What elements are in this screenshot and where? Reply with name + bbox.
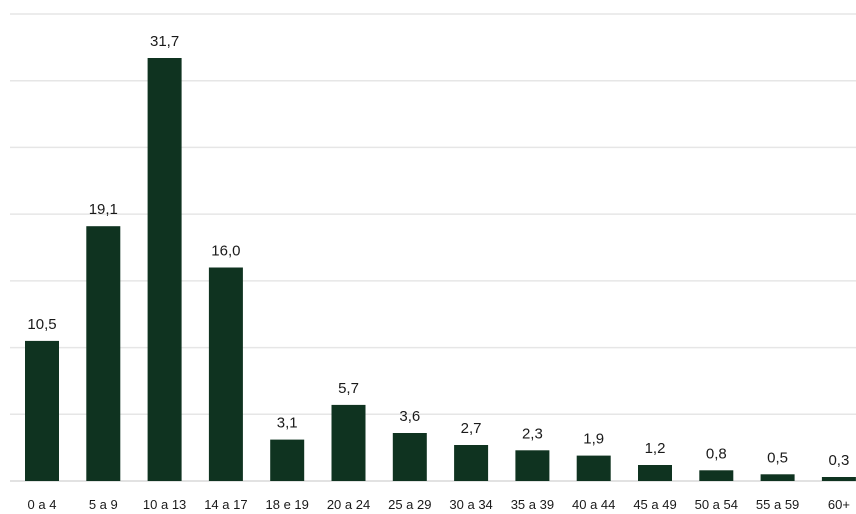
grid-layer — [10, 13, 856, 482]
data-label: 1,9 — [583, 431, 604, 448]
x-axis-tick-labels: 0 a 4 5 a 9 10 a 13 14 a 17 18 e 19 20 a 24 25… — [28, 497, 850, 512]
data-label: 1,2 — [645, 440, 666, 457]
data-label: 2,3 — [522, 425, 543, 442]
x-tick-label: 60+ — [828, 497, 850, 512]
bar-14 — [821, 477, 856, 481]
x-tick-label: 10 a 13 — [143, 497, 186, 512]
x-tick-label: 14 a 17 — [204, 497, 247, 512]
data-label: 0,8 — [706, 445, 727, 462]
x-tick-label: 55 a 59 — [756, 497, 799, 512]
x-tick-label: 0 a 4 — [28, 497, 57, 512]
data-label: 0,5 — [767, 449, 788, 466]
x-tick-label: 45 a 49 — [633, 497, 676, 512]
data-label: 3,1 — [277, 415, 298, 432]
data-label: 0,3 — [828, 452, 849, 469]
x-tick-label: 40 a 44 — [572, 497, 615, 512]
bar-11 — [638, 465, 672, 481]
x-tick-label: 50 a 54 — [695, 497, 738, 512]
bar-10 — [576, 455, 611, 481]
data-label: 19,1 — [89, 201, 118, 218]
data-label: 10,5 — [27, 316, 56, 333]
data-label: 2,7 — [461, 420, 482, 437]
x-tick-label: 18 e 19 — [266, 497, 309, 512]
bar-8 — [454, 445, 489, 481]
bars-layer — [25, 58, 856, 481]
bar-13 — [760, 474, 795, 481]
data-label: 16,0 — [211, 243, 240, 260]
bar-2 — [86, 226, 121, 481]
value-labels-layer: 10,5 19,1 31,7 16,0 3,1 5,7 3,6 2,7 2,3 1,9 1,2 0,8… — [27, 33, 849, 469]
data-label: 5,7 — [338, 380, 359, 397]
bar-5 — [270, 439, 305, 481]
x-tick-label: 25 a 29 — [388, 497, 431, 512]
x-tick-label: 20 a 24 — [327, 497, 370, 512]
bar-1 — [25, 340, 59, 481]
bar-6 — [331, 404, 366, 481]
x-tick-label: 35 a 39 — [511, 497, 554, 512]
bar-12 — [699, 470, 734, 481]
bar-4 — [208, 267, 243, 481]
bar-3 — [147, 58, 182, 481]
x-tick-label: 30 a 34 — [449, 497, 492, 512]
bar-9 — [515, 450, 550, 481]
x-tick-label: 5 a 9 — [89, 497, 118, 512]
bar-7 — [392, 433, 427, 481]
data-label: 3,6 — [399, 408, 420, 425]
data-label: 31,7 — [150, 33, 179, 50]
